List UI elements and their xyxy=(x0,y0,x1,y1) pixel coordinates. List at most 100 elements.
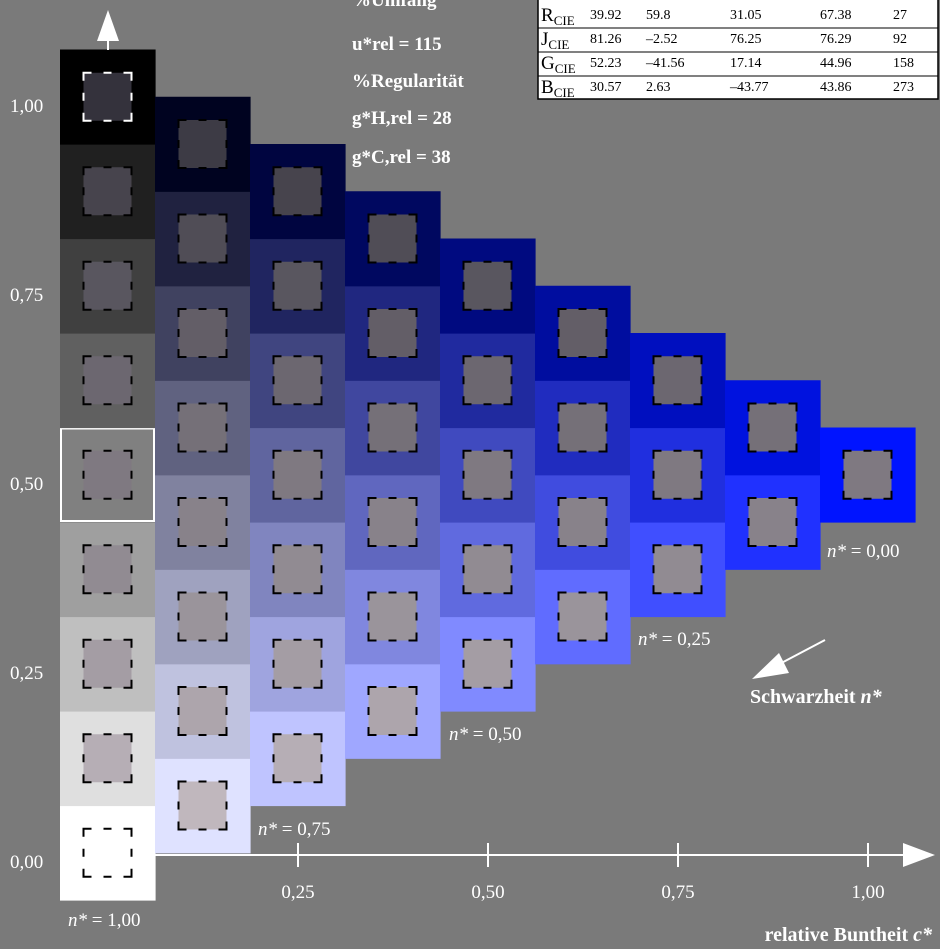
sample-square xyxy=(273,261,322,310)
sample-square xyxy=(83,639,132,688)
sample-corner-marks xyxy=(652,355,703,406)
sample-square xyxy=(463,261,512,310)
sample-square xyxy=(368,309,417,357)
table-cell: 44.96 xyxy=(820,56,852,71)
sample-square xyxy=(273,450,322,499)
table-rows: RCIE 39.92 59.8 31.05 67.38 27 JCIE 81.26 –2.52 7… xyxy=(541,5,914,100)
sample-square xyxy=(178,498,227,546)
sample-corner-marks xyxy=(82,733,133,784)
sample-corner-marks xyxy=(177,402,228,453)
sample-corner-marks xyxy=(557,402,608,453)
x-tick-label: 0,50 xyxy=(471,882,504,903)
sample-corner-marks xyxy=(367,497,418,547)
sample-corner-marks xyxy=(177,497,228,547)
y-axis-arrow-icon xyxy=(97,10,119,41)
sample-corner-marks xyxy=(82,260,133,311)
blackness-arrow-label: Schwarzheit n* xyxy=(750,686,883,708)
sample-corner-marks xyxy=(82,544,133,595)
sample-corner-marks xyxy=(842,449,893,500)
table-cell: 43.86 xyxy=(820,80,852,95)
table-cell: 92 xyxy=(893,32,907,47)
sample-square xyxy=(273,356,322,405)
sample-corner-marks xyxy=(367,402,418,453)
legend: %Umfang u*rel = 115 %Regularität g*H,rel… xyxy=(352,0,465,168)
sample-corner-marks xyxy=(367,213,418,264)
sample-square xyxy=(463,639,512,688)
blackness-label-050: n* = 0,50 xyxy=(449,724,521,745)
sample-corner-marks xyxy=(462,544,513,595)
sample-corner-marks xyxy=(367,591,418,642)
x-tick-label: 0,25 xyxy=(281,882,314,903)
x-ticks: 0,25 0,50 0,75 1,00 xyxy=(281,843,885,903)
sample-square xyxy=(83,72,132,121)
x-axis-title: relative Buntheit c* xyxy=(765,924,933,946)
blackness-arrow-icon xyxy=(752,653,789,679)
sample-square xyxy=(273,734,322,783)
sample-corner-marks xyxy=(177,308,228,358)
table-cell: 67.38 xyxy=(820,8,852,23)
sample-square xyxy=(83,734,132,783)
table-cell: –41.56 xyxy=(645,56,685,71)
blackness-label-000: n* = 0,00 xyxy=(827,541,899,562)
sample-square xyxy=(83,261,132,310)
sample-square xyxy=(653,450,702,499)
sample-square xyxy=(368,592,417,641)
sample-square xyxy=(368,403,417,452)
sample-square xyxy=(748,498,797,546)
x-axis-arrow-icon xyxy=(903,843,935,867)
sample-square xyxy=(463,545,512,594)
sample-square xyxy=(653,545,702,594)
table-cell: 2.63 xyxy=(646,80,671,95)
table-cell: 30.57 xyxy=(590,80,622,95)
sample-corner-marks xyxy=(82,638,133,689)
blackness-label-100: n* = 1,00 xyxy=(68,910,140,931)
sample-square xyxy=(463,450,512,499)
sample-square xyxy=(273,167,322,216)
sample-corner-marks xyxy=(272,544,323,595)
table-cell: 81.26 xyxy=(590,32,622,47)
sample-square xyxy=(178,687,227,735)
y-tick-label: 0,75 xyxy=(10,285,43,306)
blackness-labels: n* = 1,00 n* = 0,75 n* = 0,50 n* = 0,25 … xyxy=(68,541,899,931)
table-cell: 27 xyxy=(893,8,907,23)
sample-square xyxy=(558,592,607,641)
table-frame xyxy=(537,0,939,100)
sample-square xyxy=(558,498,607,546)
sample-corner-marks xyxy=(177,591,228,642)
sample-square xyxy=(843,450,892,499)
sample-square xyxy=(558,403,607,452)
table-cell: –2.52 xyxy=(645,32,678,47)
sample-square xyxy=(178,781,227,830)
highlight-frame xyxy=(60,427,155,522)
sample-corner-marks xyxy=(462,260,513,311)
sample-corner-marks xyxy=(272,355,323,406)
sample-corner-marks xyxy=(272,733,323,784)
umfang-heading: %Umfang xyxy=(352,0,437,11)
sample-corner-marks xyxy=(272,260,323,311)
blackness-label-025: n* = 0,25 xyxy=(638,629,710,650)
sample-square xyxy=(83,545,132,594)
x-tick-label: 1,00 xyxy=(851,882,884,903)
sample-corner-marks xyxy=(747,497,798,547)
sample-corner-marks xyxy=(462,449,513,500)
sample-square xyxy=(368,214,417,263)
table-cell: 158 xyxy=(893,56,914,71)
sample-square xyxy=(368,498,417,546)
sample-corner-marks xyxy=(177,119,228,169)
table-cell: 17.14 xyxy=(730,56,762,71)
sample-corner-marks xyxy=(652,544,703,595)
color-patches xyxy=(60,49,916,901)
sample-corner-marks xyxy=(462,638,513,689)
sample-square xyxy=(178,214,227,263)
sample-square xyxy=(368,687,417,735)
table-cell: 59.8 xyxy=(646,8,671,23)
sample-square xyxy=(273,639,322,688)
sample-square xyxy=(178,592,227,641)
sample-square xyxy=(178,309,227,357)
gh-value: g*H,rel = 28 xyxy=(352,108,452,129)
sample-corner-marks xyxy=(367,308,418,358)
table-row-label: GCIE xyxy=(541,53,576,76)
sample-corner-marks xyxy=(177,213,228,264)
sample-square xyxy=(463,356,512,405)
